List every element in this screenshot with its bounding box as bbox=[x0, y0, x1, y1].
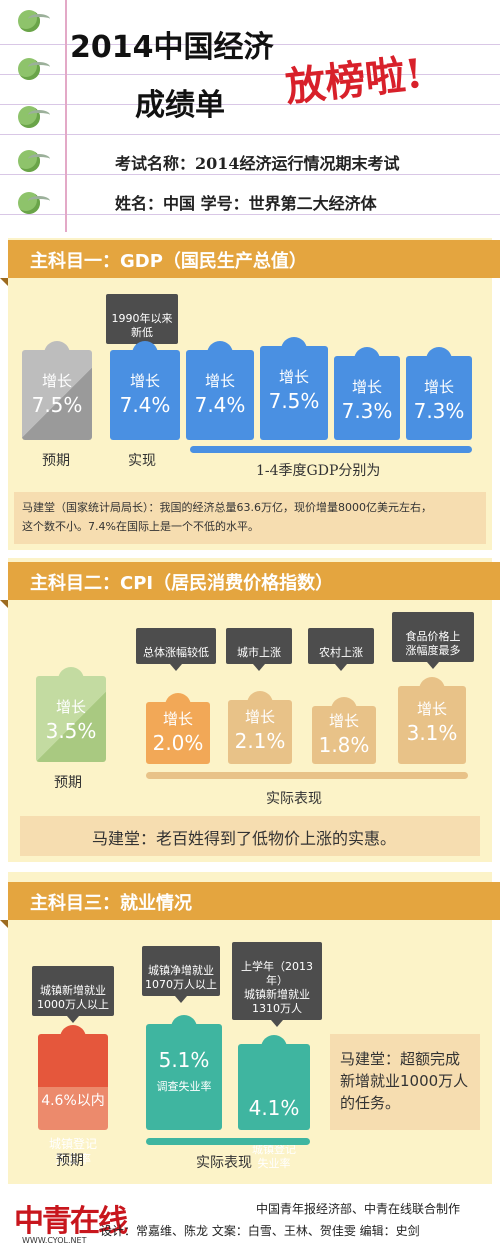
cpi-banner: 主科目二：CPI（居民消费价格指数） bbox=[0, 562, 500, 608]
cpi-tag-text: 城市上涨 bbox=[237, 646, 281, 659]
jobs-expected-value: 4.6%以内 bbox=[41, 1093, 105, 1109]
jobs-expected-bag: 4.6%以内 城镇登记 失业率 bbox=[38, 1025, 108, 1166]
jobs-actual-value: 5.1% bbox=[158, 1048, 210, 1072]
gdp-quarter-label: 增长 bbox=[351, 378, 382, 396]
gdp-quarter-label: 增长 bbox=[204, 372, 235, 390]
binder-ring-icon bbox=[18, 192, 50, 214]
binder-ring-icon bbox=[18, 10, 50, 32]
cpi-item-value: 2.0% bbox=[152, 731, 204, 755]
exam-name: 考试名称：2014经济运行情况期末考试 bbox=[115, 154, 400, 173]
jobs-actual-bag: 4.1% 城镇登记 失业率 bbox=[238, 1035, 310, 1170]
jobs-tag-text: 城镇净增就业 1070万人以上 bbox=[145, 964, 217, 991]
jobs-actual-caption: 实际表现 bbox=[196, 1155, 252, 1171]
cpi-expected-bag: 增长 3.5% bbox=[36, 667, 106, 762]
gdp-quarter-bag: 增长 7.3% bbox=[334, 347, 400, 440]
gdp-quote-line2: 这个数不小。7.4%在国际上是一个不低的水平。 bbox=[22, 520, 259, 533]
jobs-banner-text: 主科目三：就业情况 bbox=[30, 893, 192, 914]
cyol-url: WWW.CYOL.NET bbox=[22, 1236, 87, 1245]
notebook-header bbox=[0, 0, 500, 232]
student-info: 姓名：中国 学号：世界第二大经济体 bbox=[115, 194, 377, 213]
gdp-banner-text: 主科目一：GDP（国民生产总值） bbox=[30, 251, 307, 272]
jobs-banner: 主科目三：就业情况 bbox=[0, 882, 500, 928]
jobs-quote: 马建堂：超额完成 新增就业1000万人 的任务。 bbox=[330, 1034, 480, 1130]
cpi-tag: 总体涨幅较低 bbox=[136, 628, 216, 671]
gdp-quarter-label: 增长 bbox=[278, 368, 309, 386]
gdp-tag: 1990年以来 新低 bbox=[106, 294, 178, 351]
cpi-item-value: 3.1% bbox=[406, 721, 458, 745]
gdp-expected-value: 7.5% bbox=[31, 393, 83, 417]
gdp-actual-bag: 增长 7.4% bbox=[110, 341, 180, 440]
cyol-logo: 中青在线 bbox=[14, 1204, 128, 1239]
cpi-actual-caption: 实际表现 bbox=[266, 791, 322, 807]
jobs-expected-sub: 城镇登记 失业率 bbox=[48, 1137, 97, 1166]
footer bbox=[0, 1190, 500, 1254]
gdp-banner: 主科目一：GDP（国民生产总值） bbox=[0, 240, 500, 286]
gdp-quarter-bag: 增长 7.5% bbox=[260, 337, 328, 440]
gdp-tag-text: 1990年以来 新低 bbox=[111, 312, 173, 339]
cpi-quote: 马建堂：老百姓得到了低物价上涨的实惠。 bbox=[20, 816, 480, 856]
gdp-quarter-value: 7.3% bbox=[341, 399, 393, 423]
binder-ring-icon bbox=[18, 106, 50, 128]
jobs-tag: 城镇新增就业 1000万人以上 bbox=[32, 966, 114, 1023]
jobs-actual-bracket bbox=[146, 1138, 310, 1145]
binder-ring-icon bbox=[18, 150, 50, 172]
jobs-tag: 城镇净增就业 1070万人以上 bbox=[142, 946, 220, 1003]
binder-ring-icon bbox=[18, 58, 50, 80]
cpi-expected-caption: 预期 bbox=[54, 775, 82, 791]
cpi-item-label: 增长 bbox=[162, 710, 193, 728]
cpi-item-label: 增长 bbox=[416, 700, 447, 718]
jobs-panel bbox=[8, 872, 492, 1184]
cpi-tag: 农村上涨 bbox=[308, 628, 374, 671]
gdp-quarter-bag: 增长 7.3% bbox=[406, 347, 472, 440]
cpi-expected-value: 3.5% bbox=[45, 719, 97, 743]
gdp-expected-bag: 增长 7.5% bbox=[22, 341, 92, 440]
cpi-tag: 食品价格上 涨幅度最多 bbox=[392, 612, 474, 669]
gdp-quarter-bag: 增长 7.4% bbox=[186, 341, 254, 440]
cpi-tag: 城市上涨 bbox=[226, 628, 292, 671]
gdp-quote: 马建堂（国家统计局局长）：我国的经济总量63.6万亿，现价增量8000亿美元左右… bbox=[14, 492, 486, 544]
cpi-item-value: 1.8% bbox=[318, 733, 370, 757]
credit-staff: 设计：常嘉维、陈龙 文案：白雪、王林、贺佳雯 编辑：史剑 bbox=[100, 1224, 420, 1238]
gdp-quarter-value: 7.5% bbox=[268, 389, 320, 413]
jobs-tag-text: 城镇新增就业 1000万人以上 bbox=[37, 984, 109, 1011]
jobs-actual-value: 4.1% bbox=[248, 1096, 300, 1120]
cpi-item-bag: 增长 2.1% bbox=[228, 691, 292, 764]
cpi-actual-bracket bbox=[146, 772, 468, 779]
gdp-actual-caption: 实现 bbox=[128, 453, 156, 469]
jobs-actual-sub: 城镇登记 失业率 bbox=[252, 1143, 296, 1170]
credit-producer: 中国青年报经济部、中青在线联合制作 bbox=[256, 1202, 461, 1216]
cpi-item-label: 增长 bbox=[244, 708, 275, 726]
cpi-banner-text: 主科目二：CPI（居民消费价格指数） bbox=[30, 573, 334, 594]
cpi-expected-label: 增长 bbox=[55, 698, 86, 716]
gdp-expected-caption: 预期 bbox=[42, 453, 70, 469]
jobs-actual-bag: 5.1% 调查失业率 bbox=[146, 1015, 222, 1130]
gdp-quarters-bracket bbox=[190, 446, 472, 453]
cpi-item-bag: 增长 2.0% bbox=[146, 693, 210, 764]
gdp-actual-label: 增长 bbox=[129, 372, 160, 390]
cpi-item-label: 增长 bbox=[328, 712, 359, 730]
gdp-expected-label: 增长 bbox=[41, 372, 72, 390]
cpi-item-bag: 增长 1.8% bbox=[312, 697, 376, 764]
jobs-expected-caption: 预期 bbox=[56, 1153, 84, 1169]
cpi-item-bag: 增长 3.1% bbox=[398, 677, 466, 764]
cpi-tag-text: 食品价格上 涨幅度最多 bbox=[405, 630, 461, 657]
gdp-quarter-label: 增长 bbox=[423, 378, 454, 396]
page-title-line2: 成绩单 bbox=[135, 88, 225, 123]
gdp-quote-line1: 马建堂（国家统计局局长）：我国的经济总量63.6万亿，现价增量8000亿美元左右… bbox=[22, 501, 432, 514]
gdp-quarter-value: 7.3% bbox=[413, 399, 465, 423]
gdp-actual-value: 7.4% bbox=[119, 393, 171, 417]
cpi-item-value: 2.1% bbox=[234, 729, 286, 753]
gdp-quarter-value: 7.4% bbox=[194, 393, 246, 417]
gdp-quarters-caption: 1-4季度GDP分别为 bbox=[256, 463, 381, 479]
cpi-tag-text: 农村上涨 bbox=[319, 646, 363, 659]
jobs-tag: 上学年（2013年） 城镇新增就业 1310万人 bbox=[232, 942, 322, 1027]
cpi-tag-text: 总体涨幅较低 bbox=[143, 646, 209, 659]
jobs-tag-text: 上学年（2013年） 城镇新增就业 1310万人 bbox=[241, 960, 313, 1015]
jobs-actual-sub: 调查失业率 bbox=[156, 1080, 212, 1093]
page-title-line1: 2014中国经济 bbox=[70, 30, 274, 65]
